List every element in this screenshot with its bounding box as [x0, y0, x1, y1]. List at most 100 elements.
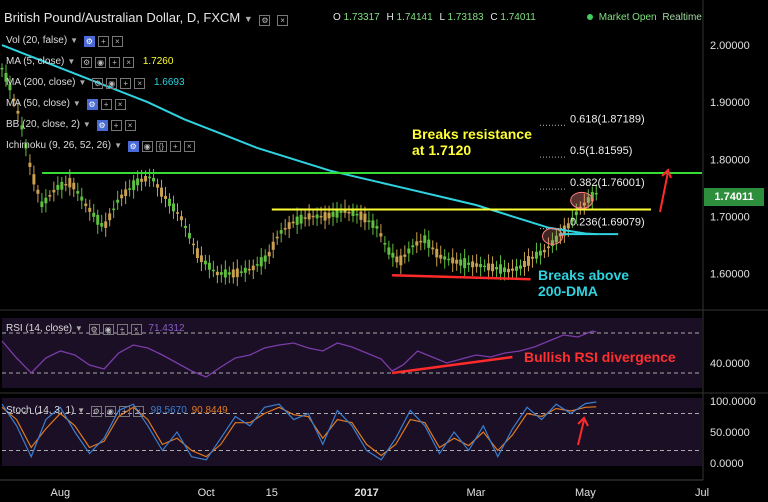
- settings-icon[interactable]: ⚙: [127, 141, 139, 152]
- candle-body: [88, 207, 92, 212]
- symbol-title[interactable]: British Pound/Australian Dollar, D, FXCM…: [4, 10, 289, 26]
- settings-icon[interactable]: ⚙: [88, 324, 100, 335]
- chevron-down-icon[interactable]: ▼: [74, 324, 83, 333]
- eye-icon[interactable]: ◉: [95, 57, 107, 68]
- candle-body: [375, 226, 379, 229]
- candle-body: [160, 187, 164, 197]
- eye-icon[interactable]: ◉: [104, 406, 116, 417]
- indicator-label: Ichimoku (9, 26, 52, 26): [6, 140, 112, 151]
- candle-body: [231, 269, 235, 278]
- close-icon[interactable]: ×: [277, 15, 289, 26]
- candle-body: [499, 264, 503, 274]
- candle-body: [383, 243, 387, 245]
- indicator-row-ma50[interactable]: MA (50, close) ▼ ⚙ + ×: [6, 98, 126, 110]
- candle-body: [431, 247, 435, 250]
- chevron-down-icon[interactable]: ▼: [114, 141, 122, 150]
- settings-icon[interactable]: ⚙: [90, 406, 102, 417]
- chevron-down-icon[interactable]: ▼: [67, 57, 76, 66]
- candle-body: [379, 233, 383, 237]
- candle-body: [207, 262, 211, 270]
- indicator-row-bb[interactable]: BB (20, close, 2) ▼ ⚙ + ×: [6, 119, 136, 131]
- close-icon[interactable]: ×: [130, 324, 142, 335]
- candle-body: [594, 192, 598, 195]
- candle-body: [343, 208, 347, 213]
- candle-body: [227, 272, 231, 275]
- close-icon[interactable]: ×: [183, 141, 195, 152]
- close-icon[interactable]: ×: [124, 120, 136, 131]
- chevron-down-icon[interactable]: ▼: [78, 78, 87, 87]
- candle-body: [172, 203, 176, 212]
- eye-icon[interactable]: ◉: [106, 78, 118, 89]
- candle-body: [487, 263, 491, 271]
- candle-body: [518, 265, 522, 269]
- indicator-row-ichimoku[interactable]: Ichimoku (9, 26, 52, 26) ▼ ⚙ ◉{} + ×: [6, 140, 195, 152]
- eye-icon[interactable]: ◉: [102, 324, 114, 335]
- candle-body: [156, 184, 160, 188]
- candle-body: [235, 268, 239, 278]
- candle-body: [263, 255, 267, 262]
- close-icon[interactable]: ×: [134, 78, 146, 89]
- add-icon[interactable]: +: [100, 99, 112, 110]
- add-icon[interactable]: +: [120, 78, 132, 89]
- candle-body: [112, 208, 116, 211]
- stoch-panel-label[interactable]: Stoch (14, 3, 1) ▼ ⚙ ◉ + × 98.5670 90.8449: [6, 405, 228, 417]
- settings-icon[interactable]: ⚙: [86, 99, 98, 110]
- add-icon[interactable]: +: [116, 324, 128, 335]
- stoch-d-line: [1, 406, 597, 458]
- close-icon[interactable]: ×: [132, 406, 144, 417]
- candle-body: [303, 217, 307, 219]
- indicator-label: MA (50, close): [6, 98, 70, 109]
- settings-icon[interactable]: ⚙: [81, 57, 93, 68]
- time-tick-label: 15: [266, 487, 278, 499]
- stoch-tick-label: 0.0000: [710, 458, 744, 470]
- chevron-down-icon[interactable]: ▼: [72, 99, 81, 108]
- candle-body: [36, 189, 40, 194]
- candle-body: [511, 268, 515, 271]
- breakout-highlight: [542, 227, 564, 245]
- close-icon[interactable]: ×: [111, 36, 123, 47]
- candle-body: [467, 262, 471, 265]
- chevron-down-icon[interactable]: ▼: [243, 14, 253, 24]
- candle-body: [100, 223, 104, 227]
- fib-level-label: 0.382(1.76001): [570, 177, 645, 189]
- settings-icon[interactable]: ⚙: [259, 15, 271, 26]
- candle-body: [367, 220, 371, 223]
- ma200-value: 1.6693: [153, 77, 185, 88]
- chevron-down-icon[interactable]: ▼: [77, 406, 86, 415]
- rsi-tick-label: 40.0000: [710, 358, 750, 370]
- chevron-down-icon[interactable]: ▼: [82, 120, 91, 129]
- stoch-k-line: [1, 401, 597, 461]
- chevron-down-icon[interactable]: ▼: [70, 36, 79, 45]
- status-dot-icon: [587, 14, 593, 20]
- candle-body: [323, 212, 327, 221]
- market-status: Market Open Realtime: [587, 12, 702, 23]
- eye-icon[interactable]: ◉: [141, 141, 153, 152]
- add-icon[interactable]: +: [169, 141, 181, 152]
- indicator-row-ma5[interactable]: MA (5, close) ▼ ⚙ ◉ + × 1.7260: [6, 56, 173, 68]
- candle-body: [136, 178, 140, 186]
- candle-body: [530, 256, 534, 259]
- close-icon[interactable]: ×: [114, 99, 126, 110]
- indicator-row-vol[interactable]: Vol (20, false) ▼ ⚙ + ×: [6, 35, 123, 47]
- candle-body: [16, 110, 20, 114]
- settings-icon[interactable]: ⚙: [83, 36, 95, 47]
- add-icon[interactable]: +: [110, 120, 122, 131]
- settings-icon[interactable]: ⚙: [96, 120, 108, 131]
- indicator-row-ma200[interactable]: MA (200, close) ▼ ⚙ ◉ + × 1.6693: [6, 77, 185, 89]
- candle-body: [534, 251, 538, 259]
- braces-icon[interactable]: {}: [155, 141, 167, 152]
- add-icon[interactable]: +: [109, 57, 121, 68]
- add-icon[interactable]: +: [97, 36, 109, 47]
- settings-icon[interactable]: ⚙: [92, 78, 104, 89]
- price-tick-label: 1.90000: [710, 97, 750, 109]
- candle-body: [335, 208, 339, 218]
- candle-body: [56, 184, 60, 190]
- candle-body: [84, 203, 88, 207]
- rsi-panel-label[interactable]: RSI (14, close) ▼ ⚙ ◉ + × 71.4312: [6, 323, 185, 335]
- time-tick-label: Aug: [51, 487, 71, 499]
- candle-body: [546, 246, 550, 249]
- candle-body: [574, 211, 578, 216]
- add-icon[interactable]: +: [118, 406, 130, 417]
- close-icon[interactable]: ×: [123, 57, 135, 68]
